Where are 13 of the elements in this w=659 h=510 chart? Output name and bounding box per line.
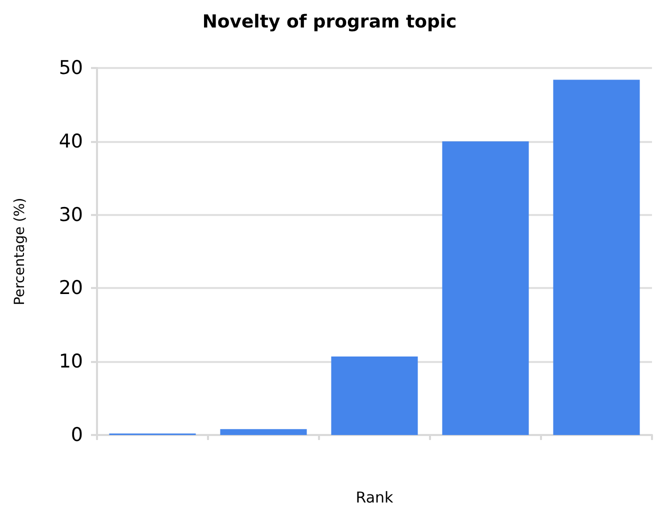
x-axis-title: Rank: [356, 488, 394, 506]
y-tick-label: 30: [58, 204, 83, 226]
chart-title: Novelty of program topic: [202, 12, 457, 32]
y-tick-label: 40: [58, 130, 83, 152]
y-tick-label: 50: [58, 57, 83, 79]
bar: [331, 356, 418, 435]
bar: [220, 429, 307, 435]
bar: [442, 141, 529, 435]
y-tick-label: 0: [70, 424, 83, 446]
y-axis-title: Percentage (%): [12, 198, 28, 306]
bar: [553, 80, 640, 435]
y-tick-label: 20: [58, 277, 83, 300]
y-tick-label: 10: [58, 350, 83, 373]
